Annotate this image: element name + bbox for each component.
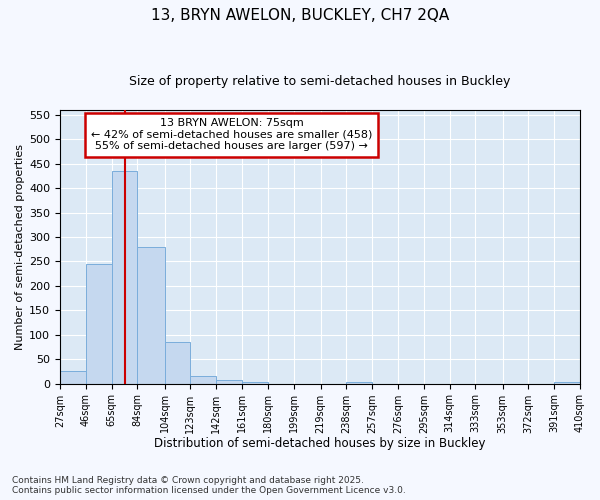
Title: Size of property relative to semi-detached houses in Buckley: Size of property relative to semi-detach… <box>130 75 511 88</box>
Bar <box>112 171 137 384</box>
Bar <box>86 264 112 384</box>
X-axis label: Distribution of semi-detached houses by size in Buckley: Distribution of semi-detached houses by … <box>154 437 486 450</box>
Bar <box>346 382 372 384</box>
Y-axis label: Number of semi-detached properties: Number of semi-detached properties <box>15 144 25 350</box>
Text: 13, BRYN AWELON, BUCKLEY, CH7 2QA: 13, BRYN AWELON, BUCKLEY, CH7 2QA <box>151 8 449 22</box>
Bar <box>164 342 190 384</box>
Text: 13 BRYN AWELON: 75sqm
← 42% of semi-detached houses are smaller (458)
55% of sem: 13 BRYN AWELON: 75sqm ← 42% of semi-deta… <box>91 118 372 152</box>
Text: Contains HM Land Registry data © Crown copyright and database right 2025.
Contai: Contains HM Land Registry data © Crown c… <box>12 476 406 495</box>
Bar <box>242 382 268 384</box>
Bar <box>60 372 86 384</box>
Bar <box>137 247 164 384</box>
Bar <box>190 376 216 384</box>
Bar <box>216 380 242 384</box>
Bar <box>554 382 580 384</box>
